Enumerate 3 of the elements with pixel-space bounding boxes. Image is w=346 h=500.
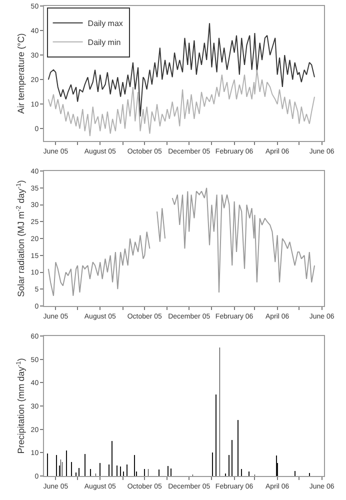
legend-label: Daily min bbox=[88, 38, 121, 47]
y-axis-title: Air temperature (°C) bbox=[16, 33, 26, 114]
legend-label: Daily max bbox=[88, 18, 123, 28]
